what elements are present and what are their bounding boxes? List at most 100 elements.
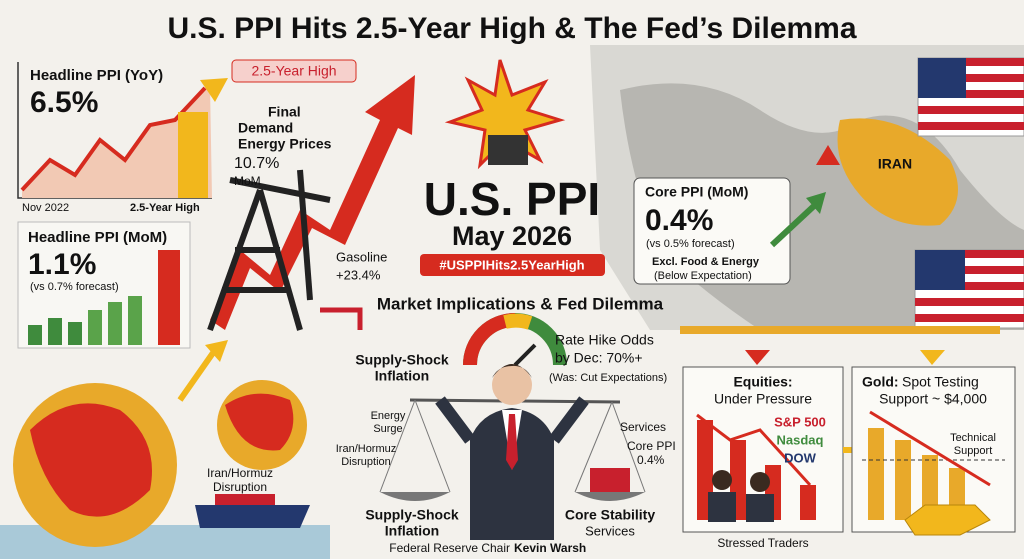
scale-label: Supply-Shock xyxy=(355,352,449,368)
index-label: S&P 500 xyxy=(774,414,826,429)
gasoline-value: +23.4% xyxy=(336,267,381,282)
trend-line xyxy=(696,413,812,487)
panel-title: Gold: xyxy=(862,374,899,390)
center-date: May 2026 xyxy=(452,221,572,251)
pan-label: Services xyxy=(620,420,666,434)
note: (vs 0.5% forecast) xyxy=(646,238,735,250)
gauge-label: Rate Hike Odds xyxy=(555,332,654,348)
us-flag-stripes xyxy=(918,58,1024,130)
area xyxy=(22,85,212,198)
trend-line xyxy=(20,86,207,192)
support-label: Support xyxy=(954,445,993,457)
gauge-needle xyxy=(513,343,537,367)
label: Core PPI (MoM) xyxy=(645,184,748,200)
energy-unit: MoM xyxy=(234,174,261,188)
label: Headline PPI (YoY) xyxy=(30,67,163,84)
ship-label: Disruption xyxy=(213,480,267,494)
pan-label: Surge xyxy=(373,423,402,435)
axis-label: Nov 2022 xyxy=(22,202,69,214)
ship-label: Iran/Hormuz xyxy=(207,466,273,480)
label: Headline PPI (MoM) xyxy=(28,229,167,246)
gauge-note: (Was: Cut Expectations) xyxy=(549,372,667,384)
pipe xyxy=(320,307,363,330)
highlight-bar xyxy=(178,112,208,198)
yellow-arrow xyxy=(177,348,218,402)
trader xyxy=(746,494,774,522)
panel-title: Support ~ $4,000 xyxy=(879,391,987,407)
pan-label: Energy xyxy=(371,410,406,422)
bars xyxy=(28,250,180,345)
scale-pan xyxy=(575,492,645,501)
badge xyxy=(231,59,357,83)
green-arrow xyxy=(769,202,818,248)
map-label: IRAN xyxy=(878,156,912,172)
panel-title: Equities: xyxy=(733,374,792,390)
section-title: Market Implications & Fed Dilemma xyxy=(377,294,664,313)
scale-string xyxy=(611,401,646,493)
gauge-label: by Dec: 70%+ xyxy=(555,350,643,366)
caption: Stressed Traders xyxy=(717,536,808,550)
shop-icon xyxy=(590,468,630,492)
scale-string xyxy=(574,401,613,493)
title: U.S. PPI Hits 2.5-Year High & The Fed’s … xyxy=(167,12,856,45)
caption: Federal Reserve Chair xyxy=(389,541,510,555)
pan-label: 0.4% xyxy=(637,453,665,467)
scale-label: Inflation xyxy=(385,523,439,539)
flow-arrow-head xyxy=(745,350,770,365)
trend-line xyxy=(869,410,991,487)
rising-arrow xyxy=(210,75,415,330)
caption: Kevin Warsh xyxy=(514,541,586,555)
flow-arrow-head xyxy=(920,350,945,365)
scale-label: Supply-Shock xyxy=(365,507,459,523)
note: (Below Expectation) xyxy=(654,270,752,282)
pan-label: Iran/Hormuz xyxy=(336,443,397,455)
trader xyxy=(712,470,732,490)
note: (vs 0.7% forecast) xyxy=(30,281,119,293)
energy-label: Demand xyxy=(238,120,293,136)
note: Excl. Food & Energy xyxy=(652,256,760,268)
iran-region xyxy=(837,118,958,226)
energy-value: 10.7% xyxy=(234,155,279,172)
factory xyxy=(488,135,528,165)
globe-land xyxy=(225,393,294,451)
gasoline-label: Gasoline xyxy=(336,249,387,264)
arrow-head xyxy=(205,340,228,362)
scale-string xyxy=(414,399,451,493)
panel-title: Spot Testing xyxy=(902,374,979,390)
globe-land xyxy=(30,403,152,517)
index-label: DOW xyxy=(784,450,817,465)
scale-label: Inflation xyxy=(375,368,429,384)
scale-pan xyxy=(380,492,450,501)
energy-label: Final xyxy=(268,104,301,120)
axis-label: 2.5-Year High xyxy=(130,202,200,214)
hashtag-badge xyxy=(420,254,605,276)
pan-label: Disruption xyxy=(341,456,391,468)
oil-pump xyxy=(207,169,331,332)
ship-cargo xyxy=(215,494,275,505)
arrow-head xyxy=(200,78,228,102)
support-label: Technical xyxy=(950,432,996,444)
fed-chair xyxy=(435,364,589,540)
trader xyxy=(708,492,736,522)
gauge xyxy=(503,313,533,330)
trader xyxy=(750,472,770,492)
value: 1.1% xyxy=(28,248,96,281)
scale-string xyxy=(379,399,416,493)
hashtag: #USPPIHits2.5YearHigh xyxy=(439,257,584,272)
energy-label: Energy Prices xyxy=(238,136,332,152)
ship xyxy=(195,505,310,528)
scale-label: Core Stability xyxy=(565,507,655,523)
pan-label: Core PPI xyxy=(627,439,676,453)
value: 0.4% xyxy=(645,204,713,237)
value: 6.5% xyxy=(30,86,98,119)
green-arrow-head xyxy=(806,192,826,214)
center-title: U.S. PPI xyxy=(424,173,600,225)
gold-bars xyxy=(904,504,991,536)
warning-icon xyxy=(816,145,840,165)
badge-text: 2.5-Year High xyxy=(251,63,336,79)
index-label: Nasdaq xyxy=(777,432,824,447)
scale-label: Services xyxy=(585,523,635,538)
us-flag-stripes xyxy=(915,250,1024,322)
